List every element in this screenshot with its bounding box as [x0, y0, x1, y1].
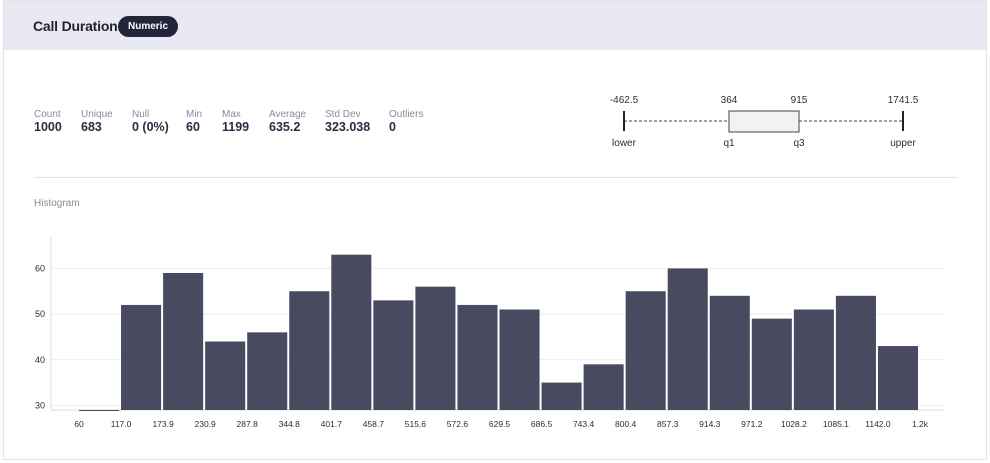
x-tick-label: 1028.2	[781, 419, 807, 429]
stat-null: Null 0 (0%)	[132, 109, 169, 134]
x-tick-label: 117.0	[111, 419, 132, 429]
boxplot-q1-value: 364	[721, 95, 738, 106]
x-tick-label: 1085.1	[823, 419, 849, 429]
stat-value: 0 (0%)	[132, 120, 169, 134]
boxplot-q3-value: 915	[791, 95, 808, 106]
stat-label: Std Dev	[325, 109, 361, 120]
boxplot-box	[728, 110, 800, 133]
y-tick-label: 50	[35, 309, 45, 319]
x-tick-label: 60	[74, 419, 84, 429]
y-tick-label: 40	[35, 355, 45, 365]
histogram-bar	[499, 309, 540, 410]
x-tick-label: 515.6	[405, 419, 427, 429]
histogram-bar	[541, 382, 582, 410]
stat-unique: Unique 683	[81, 109, 113, 134]
stat-value: 323.038	[325, 120, 371, 134]
boxplot-lower-label: lower	[612, 138, 637, 149]
boxplot-upper-value: 1741.5	[888, 95, 919, 106]
x-tick-label: 458.7	[363, 419, 385, 429]
stat-label: Average	[269, 109, 307, 120]
histogram-bar	[793, 309, 834, 410]
stat-max: Max 1199	[222, 109, 249, 134]
x-tick-label: 971.2	[741, 419, 763, 429]
histogram-bar	[583, 364, 624, 410]
x-tick-label: 743.4	[573, 419, 595, 429]
boxplot-upper-label: upper	[890, 138, 916, 149]
histogram-bar	[121, 304, 162, 410]
y-tick-label: 30	[35, 400, 45, 410]
stat-outliers: Outliers 0	[389, 109, 423, 134]
histogram-bar	[625, 291, 666, 410]
card-header: Call Duration Numeric	[4, 1, 986, 50]
column-title: Call Duration	[33, 18, 118, 34]
x-tick-label: 629.5	[489, 419, 511, 429]
histogram-bar	[835, 295, 876, 410]
histogram-bar	[205, 341, 246, 410]
stat-min: Min 60	[186, 109, 202, 134]
stat-label: Max	[222, 109, 241, 120]
stat-label: Unique	[81, 109, 113, 120]
type-badge: Numeric	[118, 16, 179, 37]
histogram-label: Histogram	[34, 198, 80, 209]
stat-label: Min	[186, 109, 203, 120]
x-tick-label: 173.9	[152, 419, 174, 429]
stat-value: 1000	[34, 120, 62, 134]
stat-value: 1199	[222, 120, 250, 134]
x-tick-label: 1.2k	[912, 419, 929, 429]
stat-value: 635.2	[269, 120, 301, 134]
stat-count: Count 1000	[34, 109, 62, 134]
x-tick-label: 686.5	[531, 419, 553, 429]
stat-label: Null	[132, 109, 150, 120]
histogram-chart: 30 40 50 60 60 117.0 173.9 230.9 287.8 344.8 401.7…	[35, 237, 944, 429]
stat-label: Outliers	[389, 109, 424, 120]
boxplot-q3-label: q3	[793, 138, 805, 149]
histogram-bar	[79, 410, 120, 411]
histogram-bar	[877, 346, 918, 410]
boxplot: -462.5 364 915 1741.5 lower q1 q3 upper	[610, 95, 919, 149]
x-tick-label: 572.6	[447, 419, 469, 429]
histogram-bar	[709, 295, 750, 410]
x-tick-label: 344.8	[279, 419, 301, 429]
stat-value: 0	[389, 120, 396, 134]
column-profile-card: Call Duration Numeric Count 1000 Unique …	[3, 0, 987, 460]
histogram-bar	[373, 300, 414, 410]
stat-value: 683	[81, 120, 102, 134]
stat-average: Average 635.2	[269, 109, 306, 134]
x-tick-label: 401.7	[321, 419, 343, 429]
boxplot-lower-value: -462.5	[610, 95, 639, 106]
histogram-bar	[751, 318, 792, 410]
histogram-bar	[247, 332, 288, 410]
y-tick-label: 60	[35, 263, 45, 273]
boxplot-q1-label: q1	[723, 138, 735, 149]
x-tick-label: 800.4	[615, 419, 637, 429]
section-divider	[34, 177, 958, 178]
histogram-bar	[289, 291, 330, 410]
stat-value: 60	[186, 120, 200, 134]
x-tick-label: 914.3	[699, 419, 721, 429]
histogram-bar	[667, 268, 708, 410]
stat-std-dev: Std Dev 323.038	[325, 109, 370, 134]
x-tick-label: 857.3	[657, 419, 679, 429]
histogram-bar	[457, 304, 498, 410]
histogram-bar	[163, 272, 204, 410]
histogram-bar	[415, 286, 456, 410]
stat-label: Count	[34, 109, 61, 120]
x-tick-label: 230.9	[195, 419, 217, 429]
x-tick-label: 1142.0	[865, 419, 891, 429]
x-tick-label: 287.8	[237, 419, 259, 429]
histogram-bar	[331, 254, 372, 410]
